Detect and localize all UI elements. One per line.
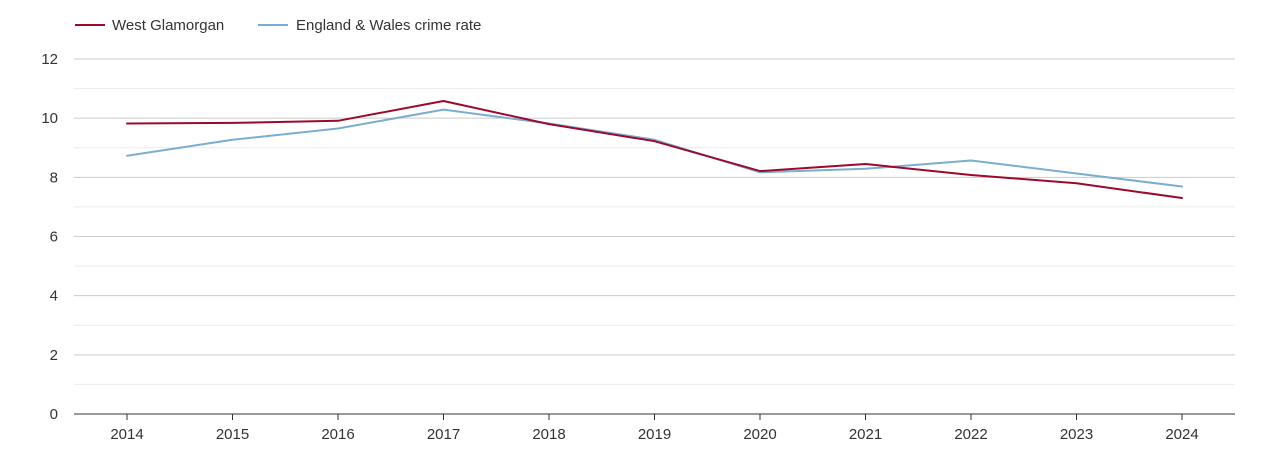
series-line-west-glamorgan [126, 100, 1183, 199]
y-tick-label: 2 [50, 347, 58, 364]
x-tick-label: 2022 [954, 426, 987, 443]
y-tick-label: 10 [41, 110, 58, 127]
x-tick-label: 2018 [532, 426, 565, 443]
y-tick-label: 8 [50, 169, 58, 186]
x-tick-label: 2024 [1165, 426, 1198, 443]
legend: West Glamorgan England & Wales crime rate [75, 17, 481, 34]
series-group [126, 100, 1183, 199]
x-tick-label: 2016 [321, 426, 354, 443]
x-tick-label: 2019 [638, 426, 671, 443]
x-tick-label: 2021 [849, 426, 882, 443]
x-tick-label: 2020 [743, 426, 776, 443]
y-tick-label: 0 [50, 406, 58, 423]
x-tick-label: 2015 [216, 426, 249, 443]
grid-lines [74, 58, 1235, 385]
legend-label[interactable]: England & Wales crime rate [296, 17, 481, 34]
y-tick-label: 6 [50, 229, 58, 246]
y-tick-label: 4 [50, 288, 58, 305]
legend-label[interactable]: West Glamorgan [112, 17, 224, 34]
series-line-england-wales [126, 108, 1183, 188]
axes: 0 2 4 6 8 10 12 2014 2015 2016 2017 2018 2019 2020 202… [41, 51, 1235, 443]
x-tick-label: 2017 [427, 426, 460, 443]
y-tick-label: 12 [41, 51, 58, 68]
x-tick-label: 2023 [1060, 426, 1093, 443]
x-tick-label: 2014 [110, 426, 143, 443]
